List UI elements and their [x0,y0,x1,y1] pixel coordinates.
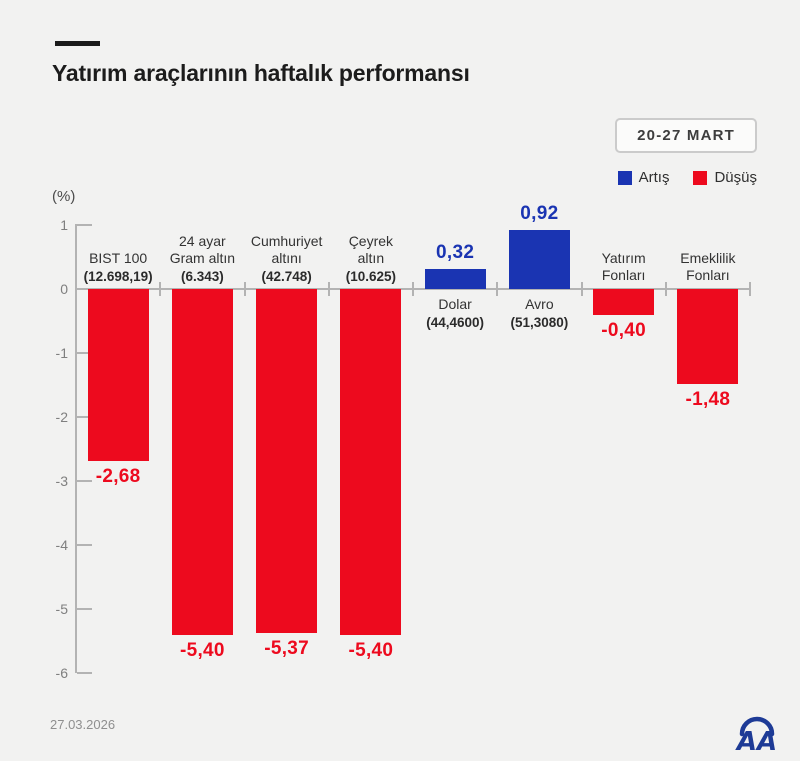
y-tick-label: 0 [60,281,68,297]
y-tick-mark [77,672,92,674]
y-tick-label: -3 [55,473,68,489]
bar-decrease [340,289,402,635]
aa-agency-logo: AA [735,716,777,756]
category-label: BIST 100 (12.698,19) [63,250,173,284]
category-current-value: (6.343) [180,269,224,284]
legend-decrease-swatch [693,170,708,185]
category-current-value: (44,4600) [426,315,485,330]
bar-increase [508,230,570,289]
category-tick-mark [496,282,499,296]
category-name: Yatırım Fonları [601,250,646,283]
category-tick-mark [327,282,330,296]
bar-value-label: -2,68 [95,465,141,487]
category-tick-mark [412,282,414,296]
y-tick-mark [77,544,92,546]
y-tick-mark [77,352,92,354]
legend-decrease-label: Düşüş [714,169,757,186]
y-tick-label: -6 [55,665,68,681]
category-current-value: (10.625) [345,269,397,284]
bar-value-label: -5,40 [348,639,394,661]
category-current-value: (51,3080) [510,315,569,330]
category-name: BIST 100 [89,250,148,266]
category-name: Avro [525,296,554,312]
bar-increase [424,268,486,289]
legend-increase-label: Artış [638,169,670,186]
y-tick-label: 1 [60,217,68,233]
category-name: Cumhuriyet altını [250,233,323,266]
bar-decrease [171,289,233,635]
bar-value-label: -5,40 [179,639,225,661]
bar-decrease [256,289,318,633]
category-label: Yatırım Fonları [569,250,679,284]
bar-value-label: -1,48 [685,388,731,410]
y-axis-line [75,224,77,673]
category-tick-mark [243,282,246,296]
category-label: 24 ayar Gram altın (6.343) [147,233,257,284]
y-axis-unit-label: (%) [52,188,76,205]
category-tick-mark [580,282,583,296]
category-tick-mark [749,282,751,296]
category-name: Emeklilik Fonları [680,250,736,283]
y-tick-mark [77,416,92,418]
bar-decrease [593,289,655,315]
bar-value-label: -5,37 [264,637,310,659]
footer-date: 27.03.2026 [50,717,116,732]
category-tick-mark [159,282,162,296]
bar-value-label: 0,32 [436,241,475,263]
bar-value-label: -0,40 [601,319,647,341]
category-label: Dolar (44,4600) [400,296,510,330]
y-tick-label: -4 [55,537,68,553]
category-current-value: (42.748) [261,269,312,284]
bar-decrease [677,289,739,384]
category-name: Çeyrek altın [348,233,394,266]
y-tick-mark [77,480,92,482]
legend-increase-swatch [617,170,632,185]
category-label: Emeklilik Fonları [653,250,763,284]
bar-decrease [87,289,149,461]
svg-text:AA: AA [735,727,777,756]
page-title: Yatırım araçlarının haftalık performansı [52,60,470,86]
y-tick-mark [77,224,92,226]
chart-legend: Artış Düşüş [617,169,757,186]
category-name: 24 ayar Gram altın [169,233,236,266]
y-tick-label: -2 [55,409,68,425]
category-current-value: (12.698,19) [83,269,153,284]
y-tick-label: -1 [55,345,68,361]
category-label: Çeyrek altın (10.625) [316,233,426,284]
category-label: Avro (51,3080) [484,296,594,330]
title-dash [55,41,100,46]
bar-value-label: 0,92 [520,203,559,225]
y-tick-mark [77,608,92,610]
category-label: Cumhuriyet altını (42.748) [232,233,342,284]
category-name: Dolar [438,296,472,312]
y-tick-label: -5 [55,601,68,617]
category-tick-mark [664,282,667,296]
date-range-badge: 20-27 MART [615,118,757,153]
